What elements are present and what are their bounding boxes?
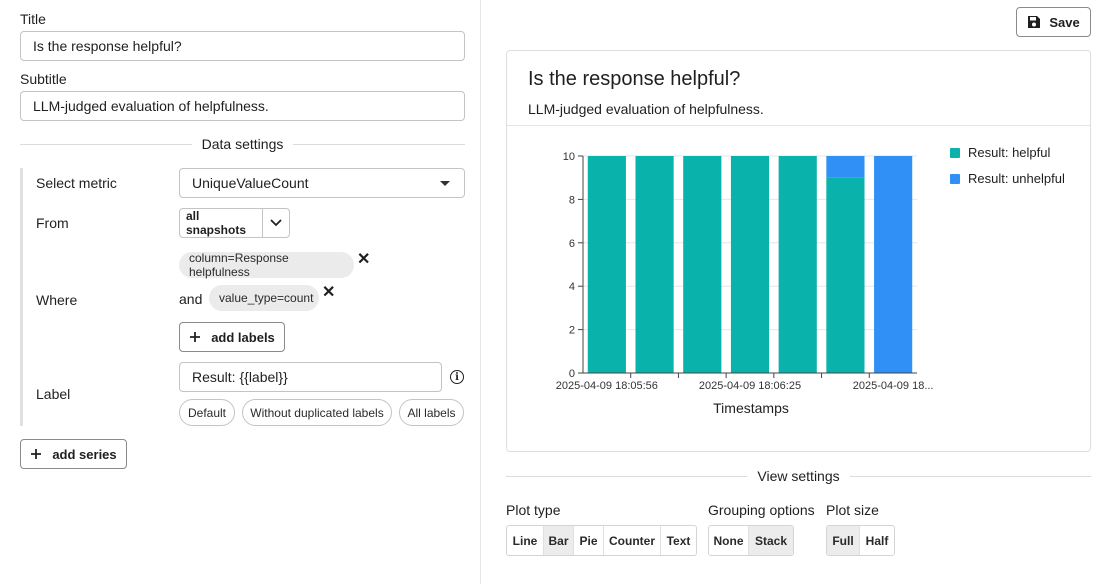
add-series-button[interactable]: add series: [20, 439, 127, 469]
chevron-down-icon: [440, 180, 450, 186]
preview-header-divider: [507, 125, 1090, 126]
title-input[interactable]: Is the response helpful?: [20, 31, 465, 61]
bar-segment: [730, 156, 770, 373]
plot-size-group: Full Half: [826, 525, 895, 556]
legend-item-unhelpful[interactable]: Result: unhelpful: [950, 171, 1065, 186]
chevron-down-icon[interactable]: [261, 209, 289, 237]
plot-type-group: Line Bar Pie Counter Text: [506, 525, 697, 556]
close-icon[interactable]: ✕: [322, 284, 336, 301]
grouping-options-label: Grouping options: [708, 502, 815, 518]
add-series-label: add series: [52, 446, 117, 462]
legend-swatch: [950, 147, 960, 158]
title-label: Title: [20, 11, 46, 27]
legend-label: Result: unhelpful: [968, 171, 1065, 186]
subtitle-label: Subtitle: [20, 71, 67, 87]
x-tick-label: 2025-04-09 18:05:56: [556, 380, 658, 392]
from-label: From: [36, 215, 69, 231]
bar-segment: [587, 156, 626, 373]
metric-select-value: UniqueValueCount: [192, 175, 309, 191]
view-settings-heading: View settings: [757, 468, 840, 484]
legend-swatch: [950, 173, 960, 184]
x-axis-title: Timestamps: [713, 400, 789, 416]
plot-type-label: Plot type: [506, 502, 561, 518]
label-preset-all[interactable]: All labels: [399, 399, 464, 426]
preview-subtitle: LLM-judged evaluation of helpfulness.: [528, 101, 764, 117]
label-input[interactable]: Result: {{label}}: [179, 362, 442, 392]
label-label: Label: [36, 386, 71, 402]
bar-chart: 0 2 4 6 8 10 2025-04-09 18:05:56 2025-04-09 18:…: [556, 151, 934, 416]
y-tick-label: 2: [569, 325, 575, 337]
label-preset-without-duplicated[interactable]: Without duplicated labels: [242, 399, 392, 426]
where-label: Where: [36, 292, 78, 308]
from-value: all snapshots: [186, 209, 247, 237]
data-settings-heading: Data settings: [201, 136, 284, 152]
legend-label: Result: helpful: [968, 145, 1051, 160]
y-tick-label: 0: [569, 368, 575, 380]
divider-line: [506, 475, 748, 477]
plus-icon: [190, 332, 201, 342]
y-tick-label: 4: [569, 281, 575, 293]
add-labels-label: add labels: [211, 329, 275, 345]
x-tick-label: 2025-04-09 18...: [853, 380, 934, 392]
where-and-label: and: [179, 291, 203, 307]
grouping-stack[interactable]: Stack: [749, 526, 793, 555]
chart-bars: [587, 156, 913, 373]
filter-chip: column=Response helpfulness: [179, 251, 354, 279]
filter-chip: value_type=count: [209, 285, 319, 311]
plot-type-line[interactable]: Line: [507, 526, 544, 555]
data-settings-divider: Data settings: [20, 136, 465, 152]
save-button[interactable]: Save: [1016, 7, 1091, 37]
floppy-disk-icon: [1028, 16, 1041, 28]
label-preset-default[interactable]: Default: [179, 399, 235, 426]
divider-line: [20, 143, 192, 145]
y-tick-label: 6: [569, 238, 575, 250]
select-metric-label: Select metric: [36, 175, 117, 191]
plus-icon: [31, 449, 42, 459]
plot-type-text[interactable]: Text: [666, 533, 691, 548]
series-accent-bar: [20, 168, 23, 426]
save-label: Save: [1049, 14, 1080, 30]
add-labels-button[interactable]: add labels: [179, 322, 285, 352]
bar-segment: [874, 156, 913, 373]
view-settings-divider: View settings: [506, 468, 1092, 484]
bar-segment: [826, 156, 865, 178]
grouping-group: None Stack: [708, 525, 794, 556]
bar-segment: [683, 156, 722, 373]
y-tick-label: 8: [569, 194, 575, 206]
preview-card: Is the response helpful? LLM-judged eval…: [506, 50, 1091, 452]
legend-item-helpful[interactable]: Result: helpful: [950, 145, 1050, 160]
divider-line: [849, 475, 1092, 477]
x-tick-label: 2025-04-09 18:06:25: [699, 380, 801, 392]
close-icon[interactable]: ✕: [357, 251, 371, 268]
plot-type-bar[interactable]: Bar: [544, 526, 574, 555]
plot-type-pie[interactable]: Pie: [574, 526, 604, 555]
grouping-none[interactable]: None: [709, 526, 749, 555]
panel-divider: [480, 0, 481, 584]
plot-size-full[interactable]: Full: [827, 526, 860, 555]
plot-size-label: Plot size: [826, 502, 879, 518]
from-select[interactable]: all snapshots: [179, 208, 290, 238]
divider-line: [293, 143, 465, 145]
preview-title: Is the response helpful?: [528, 68, 741, 90]
y-tick-label: 10: [563, 151, 575, 163]
chart-axes: 0 2 4 6 8 10 2025-04-09 18:05:56 2025-04-09 18:…: [556, 151, 934, 392]
plot-type-counter[interactable]: Counter: [604, 526, 661, 555]
info-icon[interactable]: i: [450, 370, 464, 384]
plot-size-half[interactable]: Half: [865, 533, 889, 548]
bar-segment: [826, 177, 865, 373]
bar-segment: [635, 156, 674, 373]
bar-segment: [778, 156, 817, 373]
subtitle-input[interactable]: LLM-judged evaluation of helpfulness.: [20, 91, 465, 121]
metric-select[interactable]: UniqueValueCount: [179, 168, 465, 198]
